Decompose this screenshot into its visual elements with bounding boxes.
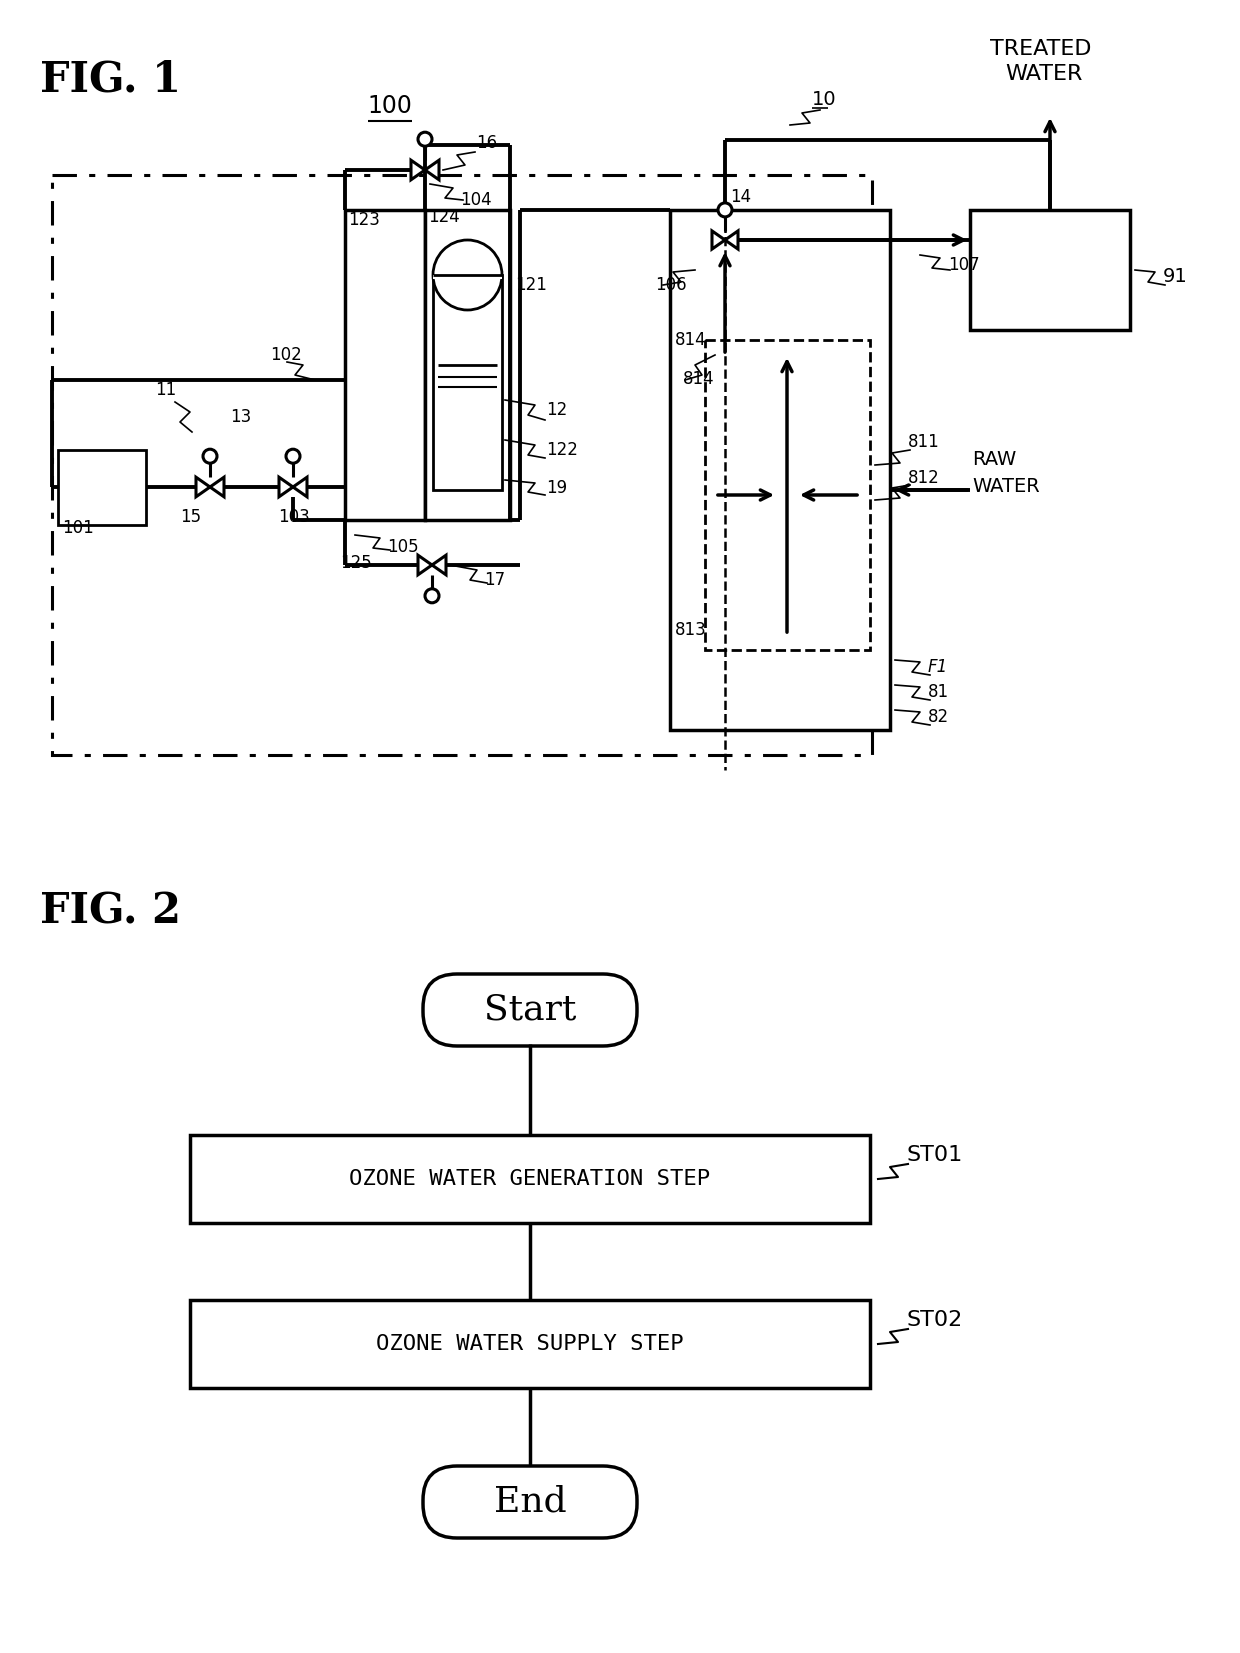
- Text: End: End: [494, 1484, 567, 1519]
- Circle shape: [286, 450, 300, 463]
- Text: 814: 814: [675, 331, 707, 349]
- Text: 103: 103: [278, 507, 310, 526]
- Text: 811: 811: [908, 433, 940, 451]
- Text: 91: 91: [1163, 268, 1188, 286]
- Bar: [190, 1299, 870, 1389]
- Bar: [52, 175, 872, 755]
- Text: 814: 814: [683, 370, 714, 388]
- FancyBboxPatch shape: [423, 974, 637, 1046]
- Bar: [706, 341, 870, 650]
- Text: 107: 107: [949, 256, 980, 274]
- Polygon shape: [425, 160, 439, 180]
- Text: 17: 17: [484, 570, 505, 588]
- Text: 121: 121: [515, 276, 547, 294]
- Bar: [970, 210, 1130, 331]
- Text: 122: 122: [546, 441, 578, 460]
- Text: 124: 124: [428, 208, 460, 226]
- Bar: [345, 210, 425, 521]
- Text: 14: 14: [730, 188, 751, 207]
- Text: OZONE WATER SUPPLY STEP: OZONE WATER SUPPLY STEP: [376, 1334, 683, 1354]
- Text: 16: 16: [476, 134, 497, 152]
- Polygon shape: [432, 555, 446, 575]
- Circle shape: [425, 588, 439, 603]
- Text: 104: 104: [460, 192, 491, 208]
- Bar: [433, 274, 502, 279]
- Text: 106: 106: [655, 276, 687, 294]
- Text: OZONE WATER GENERATION STEP: OZONE WATER GENERATION STEP: [350, 1169, 711, 1189]
- Polygon shape: [293, 478, 308, 498]
- Text: 102: 102: [270, 345, 301, 364]
- Bar: [58, 450, 146, 526]
- Polygon shape: [712, 231, 725, 250]
- Text: 105: 105: [387, 537, 419, 555]
- Circle shape: [418, 132, 432, 145]
- Text: 11: 11: [155, 380, 176, 398]
- Polygon shape: [210, 478, 224, 498]
- Polygon shape: [196, 478, 210, 498]
- Text: ST02: ST02: [906, 1309, 962, 1331]
- FancyBboxPatch shape: [423, 1466, 637, 1537]
- Text: 101: 101: [62, 519, 94, 537]
- Polygon shape: [725, 231, 738, 250]
- Bar: [670, 210, 890, 731]
- Text: RAW: RAW: [972, 450, 1017, 469]
- Text: Start: Start: [484, 993, 577, 1027]
- Polygon shape: [410, 160, 425, 180]
- Text: 812: 812: [908, 469, 940, 488]
- Polygon shape: [279, 478, 293, 498]
- Text: 19: 19: [546, 479, 567, 498]
- Text: ST01: ST01: [906, 1146, 962, 1165]
- Polygon shape: [418, 555, 432, 575]
- Ellipse shape: [433, 240, 502, 311]
- Circle shape: [718, 203, 732, 217]
- Text: 82: 82: [928, 707, 949, 726]
- Text: 100: 100: [367, 94, 413, 117]
- Text: WATER: WATER: [1004, 64, 1083, 84]
- Text: F1: F1: [928, 658, 949, 676]
- Text: 13: 13: [229, 408, 252, 426]
- Text: 81: 81: [928, 683, 949, 701]
- Text: 125: 125: [340, 554, 372, 572]
- Text: WATER: WATER: [972, 478, 1040, 496]
- Circle shape: [203, 450, 217, 463]
- Text: FIG. 1: FIG. 1: [40, 58, 181, 99]
- Text: 10: 10: [812, 89, 837, 109]
- Bar: [433, 274, 502, 489]
- Bar: [425, 210, 510, 521]
- Text: TREATED: TREATED: [990, 40, 1091, 60]
- Text: 123: 123: [348, 212, 379, 230]
- Text: FIG. 2: FIG. 2: [40, 889, 181, 932]
- Text: 813: 813: [675, 622, 707, 640]
- Text: 15: 15: [180, 507, 201, 526]
- Text: 12: 12: [546, 402, 567, 418]
- Bar: [190, 1136, 870, 1223]
